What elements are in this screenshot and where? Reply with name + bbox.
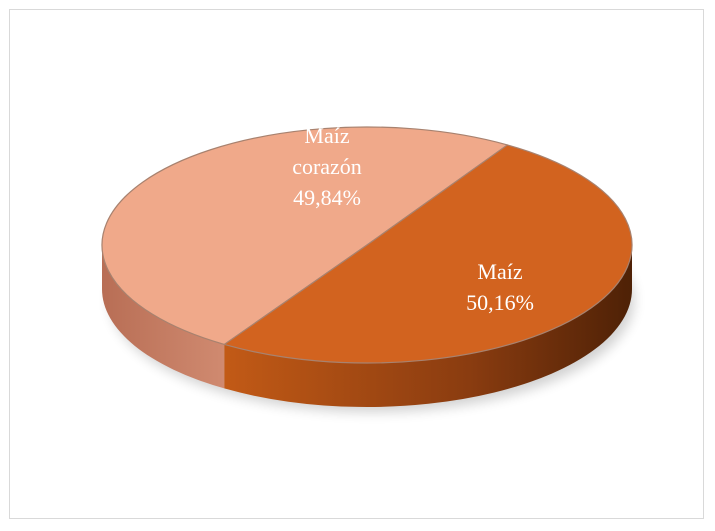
slice-label-name: Maíz corazón xyxy=(292,123,362,179)
slice-side xyxy=(101,245,225,389)
slice-label-value: 49,84% xyxy=(293,185,361,210)
slice-label-name: Maíz xyxy=(477,259,523,284)
slice-side xyxy=(224,245,632,408)
slice-label-value: 50,16% xyxy=(466,290,534,315)
slice xyxy=(223,144,633,364)
chart-frame xyxy=(9,9,704,519)
slice xyxy=(101,126,509,346)
